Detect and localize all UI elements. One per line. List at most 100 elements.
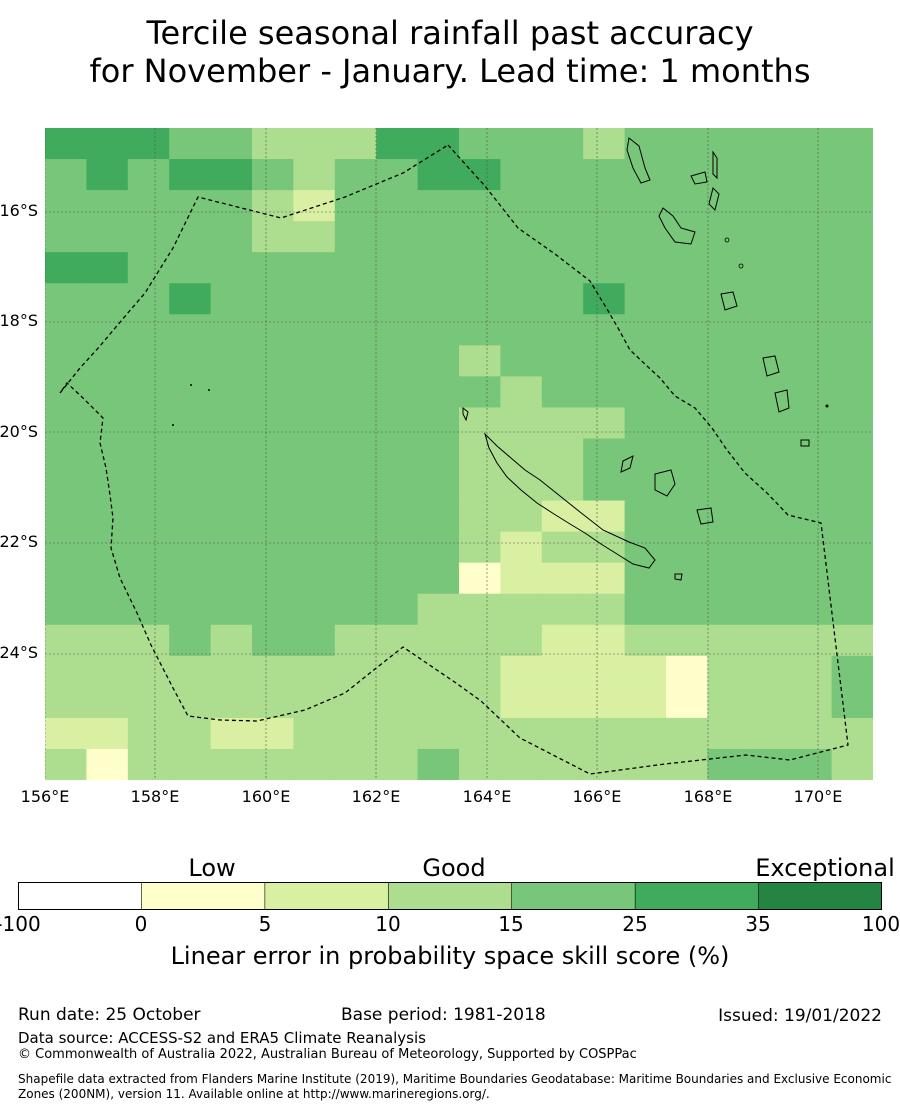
skill-cell [583, 562, 626, 595]
skill-cell [831, 686, 873, 719]
skill-cell [45, 531, 87, 564]
skill-cell [417, 624, 460, 657]
colorbar-frame [18, 882, 882, 910]
skill-cell [666, 314, 708, 346]
skill-cell [583, 469, 626, 502]
skill-cell [210, 531, 253, 564]
skill-cell [707, 407, 750, 440]
colorbar-tick-0: 0 [134, 912, 148, 936]
skill-cell [583, 748, 626, 780]
skill-cell [748, 655, 791, 688]
skill-cell [210, 469, 253, 502]
skill-cell [583, 159, 626, 191]
skill-cell [748, 717, 791, 750]
skill-cell [210, 748, 253, 780]
vanuatu-erromango [762, 355, 780, 377]
skill-cell [252, 624, 294, 657]
skill-cell [127, 407, 170, 440]
skill-cell [583, 190, 626, 222]
skill-cell [334, 252, 377, 284]
skill-cell [169, 376, 212, 409]
x-tick-166e: 166°E [572, 787, 622, 806]
skill-cell [541, 159, 584, 191]
skill-cell [790, 593, 833, 626]
skill-cell [583, 438, 626, 471]
skill-cell [583, 128, 626, 160]
skill-cell [127, 128, 170, 160]
skill-cell [624, 159, 667, 191]
skill-cell [293, 159, 336, 191]
skill-cell [169, 159, 212, 191]
skill-cell [86, 655, 129, 688]
skill-cell [500, 717, 543, 750]
skill-cell [334, 593, 377, 626]
skill-cell [541, 345, 584, 377]
skill-cell [541, 407, 584, 440]
skill-cell [252, 314, 294, 346]
skill-cell [831, 190, 873, 222]
skill-cell [790, 438, 833, 471]
skill-cell [831, 748, 873, 780]
skill-cell [169, 128, 212, 160]
skill-cell [252, 345, 294, 377]
colorbar [18, 882, 882, 910]
skill-cell [666, 686, 708, 719]
skill-cell [252, 221, 294, 253]
skill-cell [210, 500, 253, 533]
skill-cell [748, 345, 791, 377]
skill-cell [624, 748, 667, 780]
skill-cell [210, 159, 253, 191]
skill-cell [86, 190, 129, 222]
skill-cell [417, 655, 460, 688]
skill-cell [86, 469, 129, 502]
issued-date: Issued: 19/01/2022 [718, 1006, 882, 1026]
skill-cell [541, 283, 584, 315]
skill-cell [45, 283, 87, 315]
skill-cell [707, 500, 750, 533]
skill-cell [500, 376, 543, 409]
skill-cell [707, 438, 750, 471]
skill-cell [748, 407, 791, 440]
skill-cell [417, 190, 460, 222]
skill-cell [831, 128, 873, 160]
skill-cell [86, 376, 129, 409]
colorbar-segment [511, 882, 636, 910]
skill-cell [500, 500, 543, 533]
skill-cell [666, 190, 708, 222]
x-tick-156e: 156°E [20, 787, 70, 806]
skill-cell [169, 624, 212, 657]
skill-cell [376, 748, 419, 780]
skill-cell [210, 655, 253, 688]
skill-cell [169, 593, 212, 626]
skill-cell [666, 438, 708, 471]
skill-cell [417, 748, 460, 780]
skill-cell [45, 252, 87, 284]
y-tick-18s: 18°S [0, 311, 38, 330]
loyalty-island-2 [654, 469, 676, 497]
skill-cell [45, 562, 87, 595]
skill-cell [790, 190, 833, 222]
colorbar-label: Linear error in probability space skill … [170, 942, 730, 970]
colorbar-segment [141, 882, 266, 910]
skill-cell [666, 128, 708, 160]
skill-cell [748, 376, 791, 409]
skill-cell [127, 562, 170, 595]
skill-cell [293, 128, 336, 160]
skill-cell [541, 655, 584, 688]
skill-cell [210, 624, 253, 657]
skill-cell [417, 221, 460, 253]
skill-cell [417, 345, 460, 377]
skill-cell [334, 624, 377, 657]
skill-cell [45, 159, 87, 191]
skill-cell [748, 748, 791, 780]
skill-cell [210, 221, 253, 253]
map-svg [45, 128, 873, 780]
skill-cell [293, 531, 336, 564]
skill-cell [376, 128, 419, 160]
skill-cell [748, 562, 791, 595]
skill-cell [293, 190, 336, 222]
skill-cell [376, 314, 419, 346]
skill-cell [831, 469, 873, 502]
skill-cell [45, 407, 87, 440]
skill-cell [169, 717, 212, 750]
